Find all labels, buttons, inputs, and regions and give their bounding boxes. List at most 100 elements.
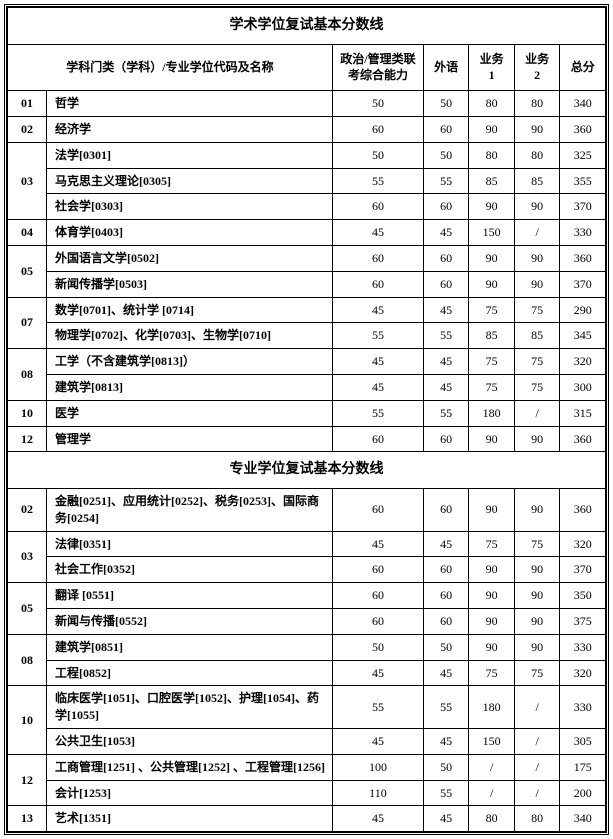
score-cell-0: 45 — [332, 660, 423, 686]
score-cell-3: / — [514, 780, 559, 806]
header-politics: 政治/管理类联考综合能力 — [332, 44, 423, 91]
academic-row: 社会学[0303]60609090370 — [8, 194, 606, 220]
score-cell-0: 60 — [332, 245, 423, 271]
score-cell-3: / — [514, 400, 559, 426]
professional-row: 13艺术[1351]45458080340 — [8, 806, 606, 832]
code-cell: 10 — [8, 400, 47, 426]
code-cell: 03 — [8, 531, 47, 583]
professional-row: 新闻与传播[0552]60609090375 — [8, 608, 606, 634]
score-cell-2: 90 — [469, 583, 514, 609]
name-cell: 经济学 — [46, 116, 332, 142]
score-cell-0: 60 — [332, 194, 423, 220]
score-cell-0: 60 — [332, 608, 423, 634]
score-cell-1: 60 — [423, 116, 468, 142]
score-cell-2: 90 — [469, 426, 514, 452]
code-cell: 02 — [8, 488, 47, 531]
score-cell-4: 200 — [560, 780, 606, 806]
name-cell: 体育学[0403] — [46, 220, 332, 246]
name-cell: 医学 — [46, 400, 332, 426]
score-cell-0: 100 — [332, 754, 423, 780]
score-cell-3: 90 — [514, 557, 559, 583]
score-cell-3: 90 — [514, 194, 559, 220]
code-cell: 10 — [8, 686, 47, 754]
score-cell-3: / — [514, 754, 559, 780]
score-cell-3: 75 — [514, 531, 559, 557]
score-cell-0: 110 — [332, 780, 423, 806]
professional-title: 专业学位复试基本分数线 — [8, 452, 606, 489]
score-cell-1: 60 — [423, 194, 468, 220]
academic-title: 学术学位复试基本分数线 — [8, 8, 606, 45]
score-cell-1: 55 — [423, 168, 468, 194]
score-table-wrapper: 学术学位复试基本分数线学科门类（学科）/专业学位代码及名称政治/管理类联考综合能… — [4, 4, 609, 835]
score-cell-2: 90 — [469, 245, 514, 271]
score-cell-3: / — [514, 220, 559, 246]
score-cell-0: 60 — [332, 583, 423, 609]
professional-row: 02金融[0251]、应用统计[0252]、税务[0253]、国际商务[0254… — [8, 488, 606, 531]
header-row: 学科门类（学科）/专业学位代码及名称政治/管理类联考综合能力外语业务1业务2总分 — [8, 44, 606, 91]
score-cell-4: 330 — [560, 634, 606, 660]
score-cell-0: 45 — [332, 349, 423, 375]
academic-row: 01哲学50508080340 — [8, 91, 606, 117]
professional-row: 05翻译 [0551]60609090350 — [8, 583, 606, 609]
header-foreign-lang: 外语 — [423, 44, 468, 91]
score-cell-0: 45 — [332, 806, 423, 832]
score-cell-1: 60 — [423, 271, 468, 297]
academic-row: 物理学[0702]、化学[0703]、生物学[0710]55558585345 — [8, 323, 606, 349]
name-cell: 公共卫生[1053] — [46, 728, 332, 754]
code-cell: 08 — [8, 349, 47, 401]
name-cell: 会计[1253] — [46, 780, 332, 806]
score-cell-2: 90 — [469, 634, 514, 660]
score-cell-1: 50 — [423, 91, 468, 117]
score-cell-2: 85 — [469, 323, 514, 349]
name-cell: 工程[0852] — [46, 660, 332, 686]
code-cell: 12 — [8, 754, 47, 806]
score-cell-2: 80 — [469, 142, 514, 168]
professional-row: 社会工作[0352]60609090370 — [8, 557, 606, 583]
academic-row: 10医学5555180/315 — [8, 400, 606, 426]
score-cell-2: 80 — [469, 91, 514, 117]
professional-row: 08建筑学[0851]50509090330 — [8, 634, 606, 660]
score-cell-4: 290 — [560, 297, 606, 323]
score-cell-4: 340 — [560, 91, 606, 117]
score-cell-0: 55 — [332, 686, 423, 729]
score-cell-4: 360 — [560, 245, 606, 271]
academic-row: 02经济学60609090360 — [8, 116, 606, 142]
code-cell: 03 — [8, 142, 47, 219]
score-cell-1: 55 — [423, 686, 468, 729]
score-cell-2: 150 — [469, 220, 514, 246]
header-subject1: 业务1 — [469, 44, 514, 91]
score-cell-3: 90 — [514, 583, 559, 609]
academic-row: 05外国语言文学[0502]60609090360 — [8, 245, 606, 271]
score-cell-1: 60 — [423, 608, 468, 634]
name-cell: 法律[0351] — [46, 531, 332, 557]
score-cell-2: 180 — [469, 686, 514, 729]
score-cell-4: 360 — [560, 116, 606, 142]
score-cell-2: 75 — [469, 374, 514, 400]
score-cell-0: 60 — [332, 271, 423, 297]
score-cell-3: 90 — [514, 608, 559, 634]
score-cell-4: 330 — [560, 220, 606, 246]
code-cell: 12 — [8, 426, 47, 452]
score-cell-1: 50 — [423, 634, 468, 660]
score-cell-0: 55 — [332, 168, 423, 194]
name-cell: 社会工作[0352] — [46, 557, 332, 583]
score-cell-3: 85 — [514, 323, 559, 349]
name-cell: 建筑学[0851] — [46, 634, 332, 660]
score-cell-4: 360 — [560, 426, 606, 452]
academic-row: 03法学[0301]50508080325 — [8, 142, 606, 168]
score-cell-1: 45 — [423, 220, 468, 246]
score-cell-2: 90 — [469, 557, 514, 583]
score-cell-0: 50 — [332, 142, 423, 168]
name-cell: 马克思主义理论[0305] — [46, 168, 332, 194]
score-cell-1: 55 — [423, 780, 468, 806]
academic-row: 12管理学60609090360 — [8, 426, 606, 452]
score-cell-4: 340 — [560, 806, 606, 832]
score-cell-1: 45 — [423, 806, 468, 832]
score-cell-4: 325 — [560, 142, 606, 168]
score-cell-4: 320 — [560, 660, 606, 686]
score-cell-3: 90 — [514, 245, 559, 271]
name-cell: 管理学 — [46, 426, 332, 452]
code-cell: 02 — [8, 116, 47, 142]
score-cell-2: 80 — [469, 806, 514, 832]
score-cell-2: 75 — [469, 297, 514, 323]
